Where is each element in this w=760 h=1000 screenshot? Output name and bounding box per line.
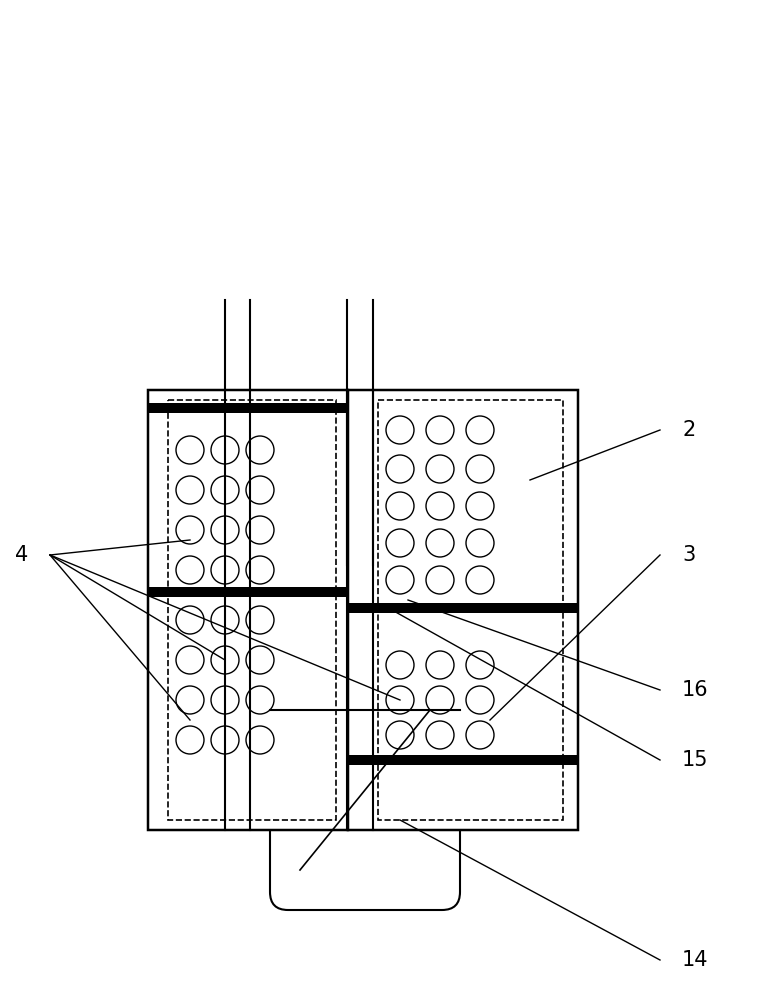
Text: 15: 15	[682, 750, 708, 770]
Bar	[348, 755, 578, 765]
Text: 14: 14	[682, 950, 708, 970]
Bar	[338, 635, 392, 683]
Text: 2: 2	[682, 420, 695, 440]
FancyBboxPatch shape	[270, 680, 460, 910]
Bar	[378, 400, 563, 820]
Bar	[348, 390, 578, 830]
Text: 4: 4	[14, 545, 28, 565]
Bar	[348, 603, 578, 613]
Text: 3: 3	[682, 545, 695, 565]
Bar	[148, 587, 348, 597]
Bar	[168, 400, 336, 820]
Text: 16: 16	[682, 680, 708, 700]
Bar	[148, 390, 348, 830]
Bar	[148, 403, 348, 413]
Bar	[322, 565, 408, 637]
